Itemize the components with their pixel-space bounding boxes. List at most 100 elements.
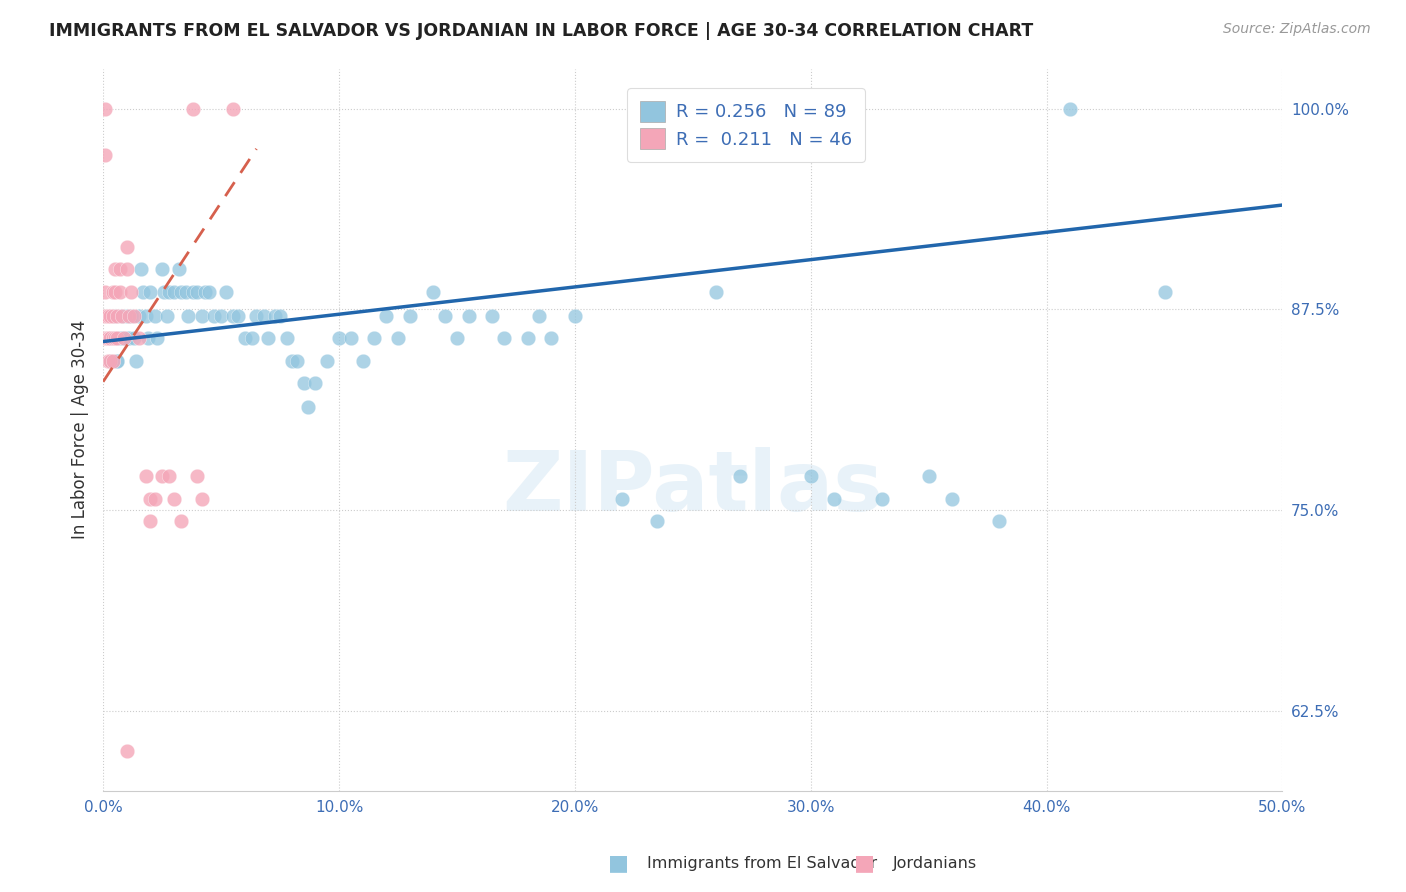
Point <box>610 491 633 506</box>
Point <box>193 285 215 299</box>
Point <box>97 331 120 345</box>
Point <box>132 285 155 299</box>
Point <box>94 331 117 345</box>
Point <box>101 331 124 345</box>
Point <box>146 331 169 345</box>
Point <box>941 491 963 506</box>
Point <box>112 331 135 345</box>
Point <box>122 309 145 323</box>
Point <box>115 240 138 254</box>
Text: ZIPatlas: ZIPatlas <box>502 447 883 528</box>
Legend: R = 0.256   N = 89, R =  0.211   N = 46: R = 0.256 N = 89, R = 0.211 N = 46 <box>627 88 865 161</box>
Point <box>111 331 134 345</box>
Point <box>422 285 444 299</box>
Point <box>198 285 221 299</box>
Point <box>191 491 214 506</box>
Point <box>167 262 190 277</box>
Text: ■: ■ <box>609 854 628 873</box>
Point <box>647 515 669 529</box>
Point <box>118 331 141 345</box>
Point <box>156 309 179 323</box>
Point <box>233 331 256 345</box>
Point <box>706 285 728 299</box>
Point <box>181 285 204 299</box>
Point <box>98 309 121 323</box>
Point <box>153 285 176 299</box>
Point <box>800 469 823 483</box>
Point <box>281 354 304 368</box>
Point <box>115 744 138 758</box>
Point <box>120 309 142 323</box>
Point <box>823 491 845 506</box>
Point <box>105 354 128 368</box>
Point <box>105 354 128 368</box>
Point <box>108 331 131 345</box>
Point <box>111 309 134 323</box>
Point <box>125 354 148 368</box>
Point <box>529 309 551 323</box>
Text: Jordanians: Jordanians <box>893 856 977 871</box>
Point <box>304 376 326 391</box>
Point <box>105 331 128 345</box>
Point <box>328 331 350 345</box>
Point <box>112 331 135 345</box>
Point <box>202 309 225 323</box>
Point <box>177 309 200 323</box>
Point <box>115 262 138 277</box>
Point <box>215 285 238 299</box>
Point <box>111 309 134 323</box>
Point <box>111 331 134 345</box>
Point <box>264 309 287 323</box>
Point <box>98 331 121 345</box>
Point <box>174 285 197 299</box>
Point <box>118 309 141 323</box>
Point <box>135 309 157 323</box>
Point <box>98 331 121 345</box>
Point <box>157 469 180 483</box>
Y-axis label: In Labor Force | Age 30-34: In Labor Force | Age 30-34 <box>72 320 89 540</box>
Point <box>94 148 117 162</box>
Point <box>139 491 162 506</box>
Point <box>285 354 308 368</box>
Point <box>143 491 166 506</box>
Point <box>120 285 142 299</box>
Point <box>316 354 339 368</box>
Point <box>105 331 128 345</box>
Point <box>98 331 121 345</box>
Point <box>94 309 117 323</box>
Point <box>104 262 127 277</box>
Point <box>128 309 150 323</box>
Point <box>494 331 516 345</box>
Point <box>170 515 193 529</box>
Point <box>1153 285 1175 299</box>
Text: Immigrants from El Salvador: Immigrants from El Salvador <box>647 856 877 871</box>
Point <box>115 309 138 323</box>
Point <box>163 285 186 299</box>
Point <box>276 331 298 345</box>
Text: ■: ■ <box>855 854 875 873</box>
Point <box>540 331 562 345</box>
Point <box>363 331 385 345</box>
Point <box>104 331 127 345</box>
Point <box>339 331 361 345</box>
Point <box>135 469 157 483</box>
Point <box>870 491 893 506</box>
Point <box>94 285 117 299</box>
Point <box>181 102 204 116</box>
Point <box>98 354 121 368</box>
Point <box>122 331 145 345</box>
Point <box>446 331 468 345</box>
Point <box>94 102 117 116</box>
Point <box>170 285 193 299</box>
Point <box>128 331 150 345</box>
Point <box>564 309 586 323</box>
Text: IMMIGRANTS FROM EL SALVADOR VS JORDANIAN IN LABOR FORCE | AGE 30-34 CORRELATION : IMMIGRANTS FROM EL SALVADOR VS JORDANIAN… <box>49 22 1033 40</box>
Point <box>139 285 162 299</box>
Point <box>101 354 124 368</box>
Point <box>191 309 214 323</box>
Point <box>108 331 131 345</box>
Point <box>297 401 319 415</box>
Point <box>150 469 173 483</box>
Point <box>457 309 479 323</box>
Point <box>269 309 291 323</box>
